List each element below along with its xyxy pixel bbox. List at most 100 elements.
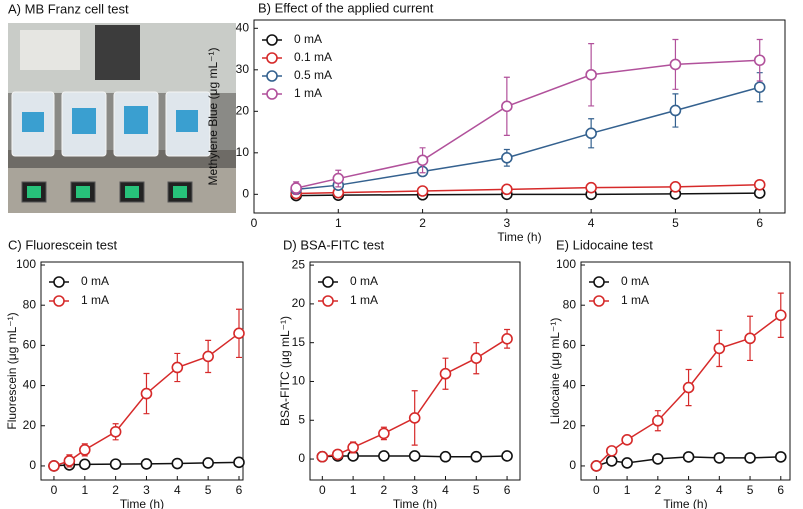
y-tick-label: 60 [23,338,37,352]
data-point [109,458,122,470]
data-point [652,414,664,427]
data-point [753,178,766,191]
panel-title: A) MB Franz cell test [8,1,129,16]
data-point [378,450,390,462]
x-tick-label: 1 [81,483,88,497]
x-tick-label: 0 [51,483,58,497]
y-tick-label: 100 [16,257,36,271]
y-axis-label: Methylene Blue (μg mL⁻¹) [206,48,220,186]
x-axis-label: Time (h) [120,497,164,509]
data-point [316,450,329,463]
data-point [408,450,421,462]
plot-frame [40,261,244,481]
x-tick-label: 2 [419,216,426,230]
data-point [109,425,122,438]
x-tick-label: 2 [654,483,661,497]
data-point [669,58,682,71]
x-axis-label: Time (h) [497,230,541,244]
y-tick-label: 10 [236,145,250,159]
data-point [331,448,344,461]
chart-title: E) Lidocaine test [556,237,653,252]
series [290,187,766,202]
chart-title: C) Fluorescein test [8,237,117,252]
x-tick-label: 4 [174,483,181,497]
plot-frame [309,261,521,481]
y-tick-label: 40 [23,378,37,392]
legend-label: 0 mA [81,274,109,288]
data-point [605,445,618,457]
legend-label: 0.5 mA [294,68,332,82]
data-point [78,444,91,456]
data-point [669,181,682,193]
x-tick-label: 5 [473,483,480,497]
legend-label: 0 mA [350,274,378,288]
data-point [501,100,513,113]
series [290,72,766,196]
data-point [590,460,603,472]
y-tick-label: 80 [563,297,577,311]
series-line [295,59,760,189]
data-point [713,452,726,464]
x-tick-label: 6 [236,483,243,497]
series-line [296,192,760,197]
y-tick-label: 15 [292,335,306,349]
data-point [470,450,483,463]
legend-marker [266,34,278,46]
data-point [332,172,345,185]
x-tick-label: 2 [112,483,119,497]
x-tick-label: 2 [381,483,388,497]
data-point [501,333,513,345]
data-point [416,185,429,197]
data-point [416,154,429,167]
series [48,308,245,472]
legend-marker [322,276,334,288]
x-tick-label: 3 [143,483,150,497]
x-tick-label: 1 [624,483,631,497]
data-point [378,427,390,440]
y-tick-label: 20 [292,296,306,310]
x-tick-label: 6 [504,483,511,497]
data-point [202,457,214,469]
legend-marker [322,295,334,307]
series [590,451,787,472]
plot-frame [253,19,786,214]
data-point [605,455,618,467]
data-point [585,127,597,140]
x-tick-label: 0 [319,483,326,497]
series-line [296,86,760,191]
plot-frame [580,261,791,481]
y-tick-label: 0 [298,451,305,465]
data-point [774,451,787,463]
y-tick-label: 40 [236,20,250,34]
data-point [744,452,756,464]
legend-label: 1 mA [294,86,322,100]
y-tick-label: 0 [29,458,36,472]
chart-title: B) Effect of the applied current [258,0,434,15]
data-point [682,451,695,463]
data-point [774,309,787,322]
legend-label: 1 mA [621,293,649,307]
y-tick-label: 20 [23,418,37,432]
y-axis-label: BSA-FITC (μg mL⁻¹) [278,316,292,426]
series [290,38,766,195]
legend-label: 1 mA [81,293,109,307]
y-tick-label: 60 [563,338,577,352]
data-point [682,381,695,394]
data-point [753,81,766,94]
series [290,178,766,200]
legend-marker [266,70,278,82]
x-tick-label: 4 [442,483,449,497]
series [316,450,513,463]
x-tick-label: 3 [685,483,692,497]
x-tick-label: 3 [504,216,511,230]
legend-marker [53,295,65,307]
data-point [621,434,633,446]
data-point [470,352,483,364]
x-tick-label: 1 [335,216,342,230]
y-tick-label: 40 [563,378,577,392]
data-point [233,327,245,340]
data-point [585,68,597,81]
data-point [347,441,359,454]
y-tick-label: 100 [556,257,576,271]
